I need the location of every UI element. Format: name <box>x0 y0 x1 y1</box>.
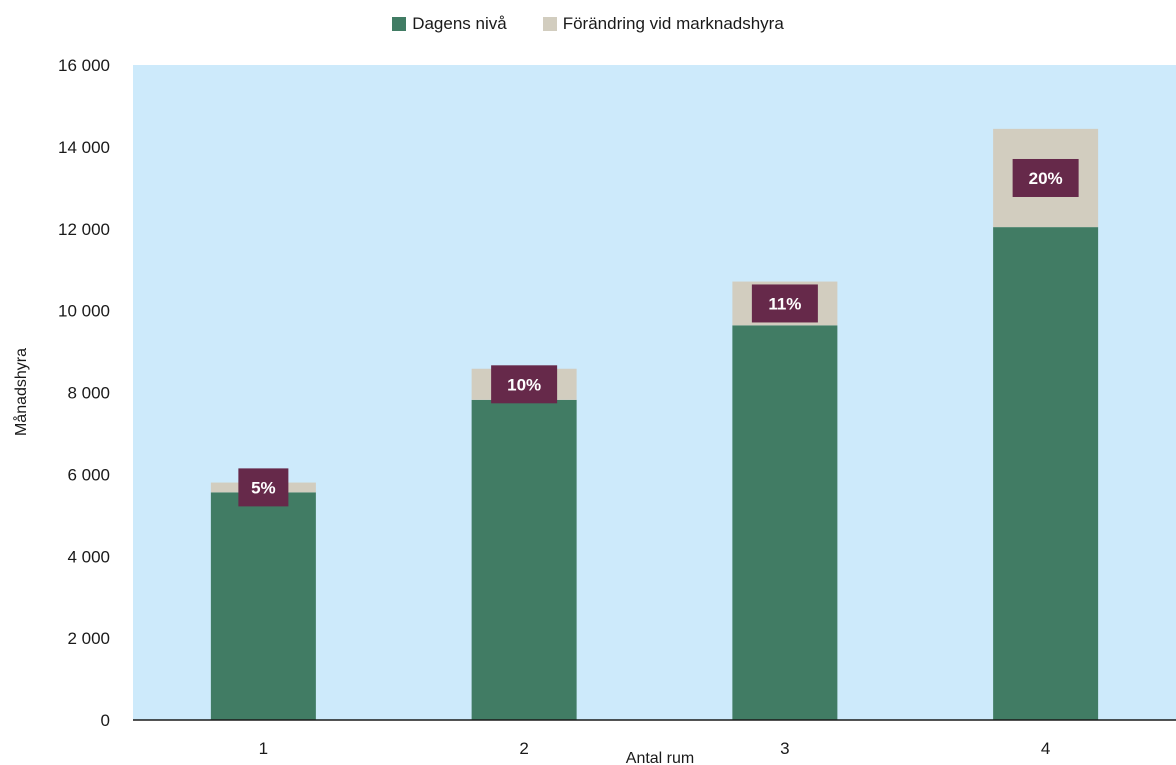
x-tick-label: 2 <box>519 739 528 758</box>
legend: Dagens nivå Förändring vid marknadshyra <box>0 14 1176 34</box>
legend-label-dagens-niva: Dagens nivå <box>412 14 507 33</box>
x-tick-labels: 1 2 3 4 <box>259 739 1051 758</box>
bar-dagens-niva <box>471 399 577 720</box>
x-tick-label: 1 <box>259 739 268 758</box>
data-label: 5% <box>251 478 276 497</box>
legend-label-forandring: Förändring vid marknadshyra <box>562 14 784 33</box>
bar-dagens-niva <box>732 325 838 720</box>
bar-dagens-niva <box>993 227 1099 721</box>
y-tick-labels: 0 2 000 4 000 6 000 8 000 10 000 12 000 14 000 1… <box>58 56 110 730</box>
y-tick-label: 14 000 <box>58 138 110 157</box>
y-tick-label: 0 <box>101 711 110 730</box>
data-label-box <box>491 365 558 404</box>
data-label: 20% <box>1029 169 1063 188</box>
data-label-box <box>238 468 289 507</box>
data-label-box <box>751 284 818 323</box>
legend-swatch-forandring <box>542 17 557 31</box>
data-label-box <box>1012 158 1079 197</box>
bars-group: 5% 10% 11% 20% <box>210 128 1099 721</box>
y-tick-label: 4 000 <box>67 547 110 566</box>
x-axis-title: Antal rum <box>626 750 694 765</box>
x-tick-label: 4 <box>1041 739 1050 758</box>
y-tick-label: 12 000 <box>58 220 110 239</box>
x-tick-label: 3 <box>780 739 789 758</box>
y-axis-title: Månadshyra <box>12 348 30 436</box>
legend-item-dagens-niva: Dagens nivå <box>392 14 507 34</box>
y-tick-label: 8 000 <box>67 384 110 403</box>
legend-item-forandring: Förändring vid marknadshyra <box>542 14 784 34</box>
bar-dagens-niva <box>210 492 316 720</box>
y-tick-label: 10 000 <box>58 302 110 321</box>
data-label: 11% <box>768 294 801 313</box>
data-label: 10% <box>507 375 541 394</box>
legend-swatch-dagens-niva <box>392 17 407 31</box>
y-tick-label: 2 000 <box>67 629 110 648</box>
y-tick-label: 6 000 <box>67 465 110 484</box>
y-tick-label: 16 000 <box>58 56 110 75</box>
